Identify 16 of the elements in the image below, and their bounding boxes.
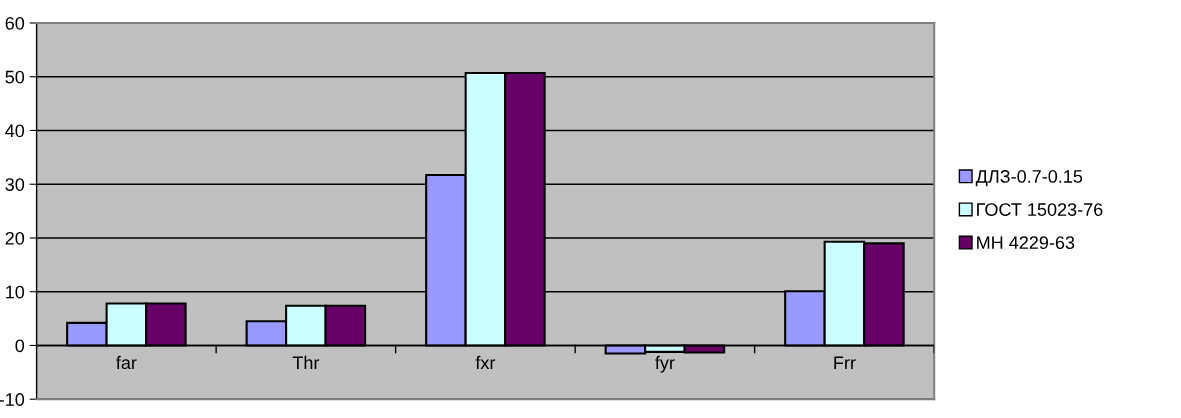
x-tick-label: fyr — [655, 355, 675, 373]
y-tick-label: 10 — [6, 285, 25, 299]
x-tick-label: far — [116, 355, 137, 370]
y-tick-label: 40 — [5, 124, 25, 138]
legend-label: МН 4229-63 — [977, 236, 1075, 250]
y-tick-label: 50 — [5, 70, 25, 84]
legend-label: ДЛЗ-0.7-0.15 — [975, 170, 1083, 187]
y-tick-label: 20 — [5, 231, 25, 245]
x-tick-label: Thr — [292, 355, 320, 369]
y-tick-label: 60 — [5, 16, 25, 30]
y-tick-label: 0 — [15, 339, 25, 353]
x-tick-label: Frr — [834, 356, 856, 369]
legend-label: ГОСТ 15023-76 — [977, 203, 1103, 216]
x-tick-label: fxr — [475, 355, 496, 369]
y-tick-label: -10 — [0, 393, 25, 406]
y-tick-label: 30 — [5, 178, 25, 191]
